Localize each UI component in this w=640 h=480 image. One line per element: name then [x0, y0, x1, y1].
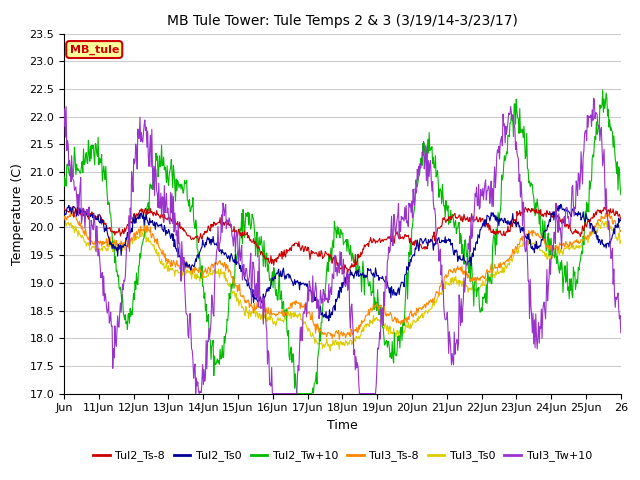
Tul3_Tw+10 — [617, 330, 625, 336]
Tul3_Ts-8 — [399, 318, 407, 324]
Y-axis label: Temperature (C): Temperature (C) — [11, 163, 24, 264]
Tul2_Tw+10 — [294, 391, 301, 396]
Tul3_Ts0 — [541, 253, 548, 259]
Tul2_Tw+10 — [415, 173, 423, 179]
Tul3_Ts-8 — [60, 217, 68, 223]
Tul3_Ts0 — [95, 245, 102, 251]
Tul3_Tw+10 — [94, 253, 102, 259]
Tul3_Tw+10 — [192, 391, 200, 396]
Tul3_Ts0 — [617, 238, 625, 244]
Tul2_Ts-8 — [60, 204, 68, 210]
Tul2_Ts-8 — [541, 210, 548, 216]
Tul3_Ts0 — [61, 218, 69, 224]
Tul2_Ts0 — [94, 212, 102, 217]
Tul2_Ts-8 — [484, 225, 492, 230]
Tul2_Ts-8 — [617, 216, 625, 222]
Tul3_Tw+10 — [60, 123, 68, 129]
Tul2_Tw+10 — [540, 236, 548, 242]
Tul2_Tw+10 — [94, 134, 102, 140]
Legend: Tul2_Ts-8, Tul2_Ts0, Tul2_Tw+10, Tul3_Ts-8, Tul3_Ts0, Tul3_Tw+10: Tul2_Ts-8, Tul2_Ts0, Tul2_Tw+10, Tul3_Ts… — [88, 446, 596, 466]
Tul3_Ts0 — [399, 331, 407, 336]
Title: MB Tule Tower: Tule Temps 2 & 3 (3/19/14-3/23/17): MB Tule Tower: Tule Temps 2 & 3 (3/19/14… — [167, 14, 518, 28]
Tul2_Ts0 — [325, 318, 333, 324]
Tul2_Ts0 — [384, 284, 392, 290]
Tul3_Ts0 — [385, 332, 392, 337]
Tul3_Ts-8 — [617, 228, 625, 234]
Tul2_Ts-8 — [68, 204, 76, 210]
Tul2_Tw+10 — [60, 173, 68, 179]
Line: Tul3_Tw+10: Tul3_Tw+10 — [64, 98, 621, 394]
Tul2_Ts0 — [483, 212, 491, 218]
Line: Tul2_Ts-8: Tul2_Ts-8 — [64, 207, 621, 274]
Tul3_Tw+10 — [415, 171, 423, 177]
Tul3_Ts0 — [484, 276, 492, 282]
Tul2_Ts-8 — [95, 213, 102, 219]
Tul2_Ts-8 — [385, 235, 392, 241]
Tul2_Ts0 — [540, 228, 548, 234]
Tul2_Tw+10 — [599, 87, 607, 93]
Tul2_Ts0 — [617, 217, 625, 223]
Tul2_Ts-8 — [416, 241, 424, 247]
Tul3_Tw+10 — [399, 214, 406, 220]
X-axis label: Time: Time — [327, 419, 358, 432]
Tul2_Ts0 — [415, 240, 423, 246]
Tul3_Ts-8 — [416, 305, 424, 311]
Tul3_Ts-8 — [95, 239, 102, 245]
Line: Tul3_Ts-8: Tul3_Ts-8 — [64, 212, 621, 339]
Tul2_Ts-8 — [399, 236, 407, 242]
Line: Tul2_Tw+10: Tul2_Tw+10 — [64, 90, 621, 394]
Tul2_Ts0 — [557, 202, 564, 207]
Line: Tul3_Ts0: Tul3_Ts0 — [64, 221, 621, 351]
Line: Tul2_Ts0: Tul2_Ts0 — [64, 204, 621, 321]
Tul3_Tw+10 — [384, 256, 392, 262]
Tul2_Ts0 — [60, 212, 68, 217]
Tul2_Tw+10 — [617, 192, 625, 198]
Tul3_Ts-8 — [484, 268, 492, 274]
Tul2_Ts-8 — [344, 271, 351, 277]
Tul2_Tw+10 — [483, 300, 491, 306]
Tul3_Ts0 — [326, 348, 334, 354]
Tul3_Tw+10 — [590, 96, 598, 101]
Tul3_Tw+10 — [540, 299, 548, 305]
Tul3_Tw+10 — [483, 188, 491, 194]
Text: MB_tule: MB_tule — [70, 44, 119, 55]
Tul3_Ts0 — [416, 315, 424, 321]
Tul2_Tw+10 — [384, 338, 392, 344]
Tul3_Ts-8 — [67, 209, 75, 215]
Tul2_Ts0 — [399, 280, 406, 286]
Tul3_Ts-8 — [335, 336, 343, 342]
Tul3_Ts-8 — [541, 241, 548, 247]
Tul3_Ts0 — [60, 221, 68, 227]
Tul3_Ts-8 — [385, 312, 392, 318]
Tul2_Tw+10 — [399, 322, 406, 327]
